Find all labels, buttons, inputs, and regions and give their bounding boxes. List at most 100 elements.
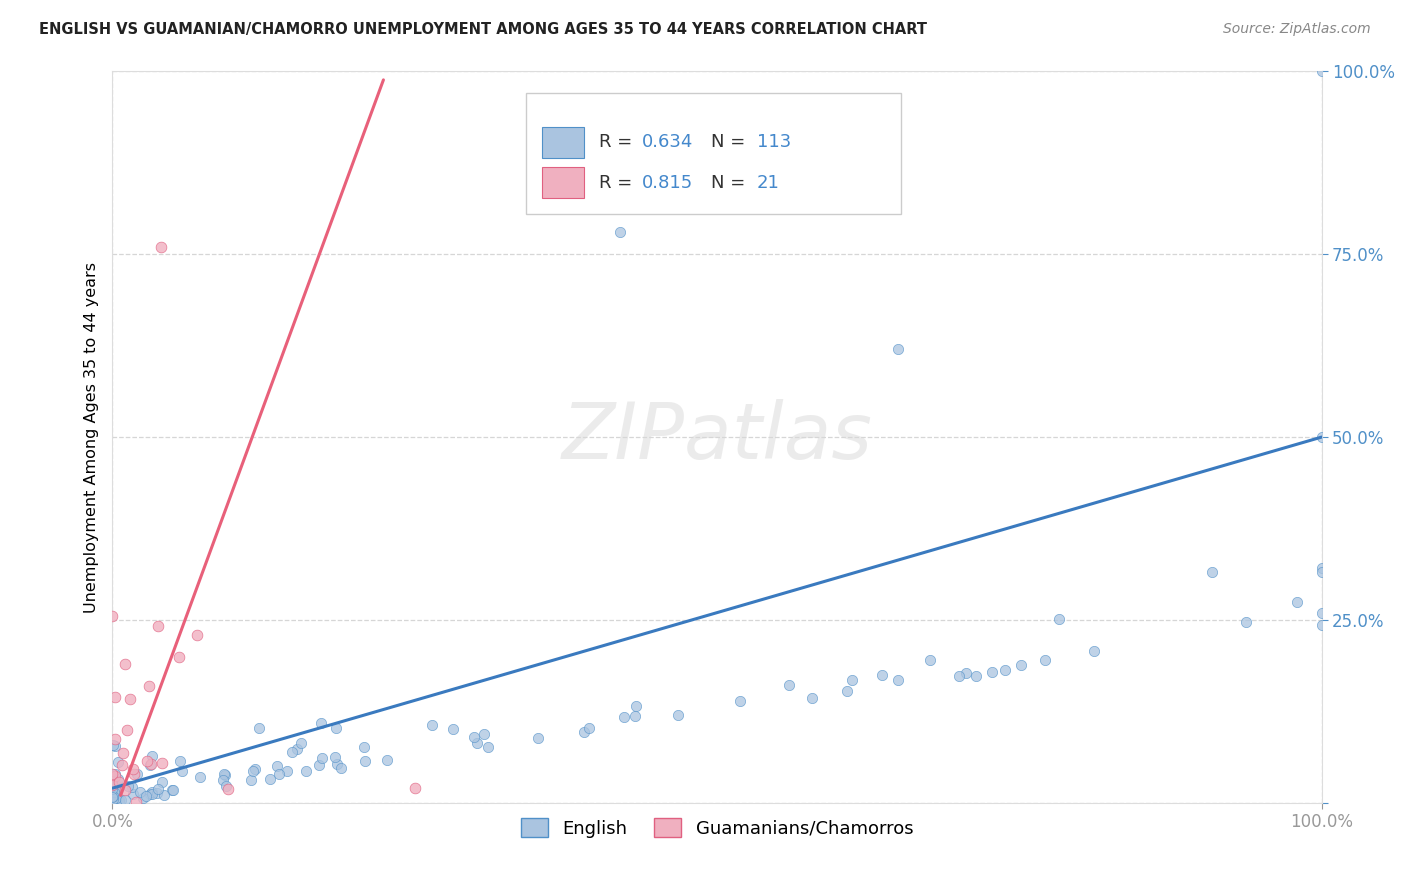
Point — [211, 772, 233, 787]
Point — [259, 772, 281, 786]
Point — [266, 759, 288, 773]
Point — [870, 668, 893, 682]
Point — [170, 764, 193, 779]
Point — [1201, 566, 1223, 580]
Point — [104, 690, 127, 704]
Point — [138, 787, 160, 801]
Text: ZIPatlas: ZIPatlas — [561, 399, 873, 475]
Point — [117, 779, 139, 793]
Point — [103, 787, 125, 801]
Text: 21: 21 — [756, 174, 780, 192]
Point — [1033, 653, 1056, 667]
Point — [728, 694, 751, 708]
Point — [215, 779, 238, 793]
Point — [463, 730, 485, 744]
Point — [127, 767, 149, 781]
Point — [107, 775, 129, 789]
Point — [162, 783, 184, 797]
Point — [150, 775, 173, 789]
Point — [139, 757, 162, 772]
Point — [118, 691, 141, 706]
Point — [103, 796, 125, 810]
Bar — [541, 127, 583, 158]
Point — [965, 669, 987, 683]
Point — [169, 754, 191, 768]
Point — [778, 678, 800, 692]
Point — [841, 673, 863, 688]
Point — [267, 767, 290, 781]
Point — [325, 721, 347, 735]
Point — [107, 779, 129, 793]
Point — [375, 753, 398, 767]
Y-axis label: Unemployment Among Ages 35 to 44 years: Unemployment Among Ages 35 to 44 years — [83, 261, 98, 613]
Point — [326, 756, 349, 771]
Point — [110, 793, 132, 807]
Point — [153, 788, 176, 802]
Point — [146, 787, 169, 801]
Point — [101, 778, 124, 792]
Point — [245, 762, 267, 776]
Text: ENGLISH VS GUAMANIAN/CHAMORRO UNEMPLOYMENT AMONG AGES 35 TO 44 YEARS CORRELATION: ENGLISH VS GUAMANIAN/CHAMORRO UNEMPLOYME… — [39, 22, 928, 37]
Point — [122, 787, 145, 801]
Point — [1310, 430, 1333, 444]
Point — [624, 699, 647, 714]
Point — [160, 783, 183, 797]
Point — [149, 240, 172, 254]
Text: Source: ZipAtlas.com: Source: ZipAtlas.com — [1223, 22, 1371, 37]
Point — [101, 738, 124, 752]
Point — [887, 343, 910, 357]
Point — [105, 791, 128, 805]
Point — [101, 770, 124, 784]
Text: R =: R = — [599, 133, 637, 152]
Point — [107, 795, 129, 809]
Point — [101, 790, 124, 805]
Point — [837, 684, 859, 698]
Point — [188, 770, 211, 784]
Point — [574, 725, 596, 739]
Point — [955, 666, 977, 681]
Point — [247, 721, 270, 735]
Point — [103, 785, 125, 799]
Point — [132, 790, 155, 805]
Point — [104, 739, 127, 753]
Point — [146, 782, 169, 797]
Point — [477, 739, 499, 754]
Point — [167, 649, 190, 664]
Point — [887, 673, 910, 687]
Legend: English, Guamanians/Chamorros: English, Guamanians/Chamorros — [513, 811, 921, 845]
Point — [472, 727, 495, 741]
Point — [920, 653, 942, 667]
Point — [141, 787, 163, 801]
Point — [441, 722, 464, 736]
Point — [311, 751, 333, 765]
Point — [240, 772, 263, 787]
Text: 0.634: 0.634 — [643, 133, 693, 152]
Point — [107, 756, 129, 770]
Text: 113: 113 — [756, 133, 792, 152]
Point — [323, 750, 346, 764]
Point — [404, 781, 426, 796]
Point — [1310, 606, 1333, 620]
Point — [101, 609, 124, 624]
Point — [101, 789, 124, 803]
Point — [141, 785, 163, 799]
Point — [107, 793, 129, 807]
Point — [115, 723, 138, 737]
Point — [994, 664, 1017, 678]
Point — [801, 690, 824, 705]
Point — [125, 795, 148, 809]
Point — [242, 764, 264, 778]
Point — [122, 763, 145, 777]
Point — [138, 679, 160, 693]
Point — [214, 768, 236, 782]
Point — [1310, 566, 1333, 580]
Point — [308, 757, 330, 772]
Point — [1310, 617, 1333, 632]
Point — [217, 782, 239, 797]
Point — [150, 756, 173, 770]
Point — [141, 748, 163, 763]
Point — [613, 710, 636, 724]
Point — [354, 754, 377, 768]
Point — [111, 747, 134, 761]
Point — [290, 736, 312, 750]
